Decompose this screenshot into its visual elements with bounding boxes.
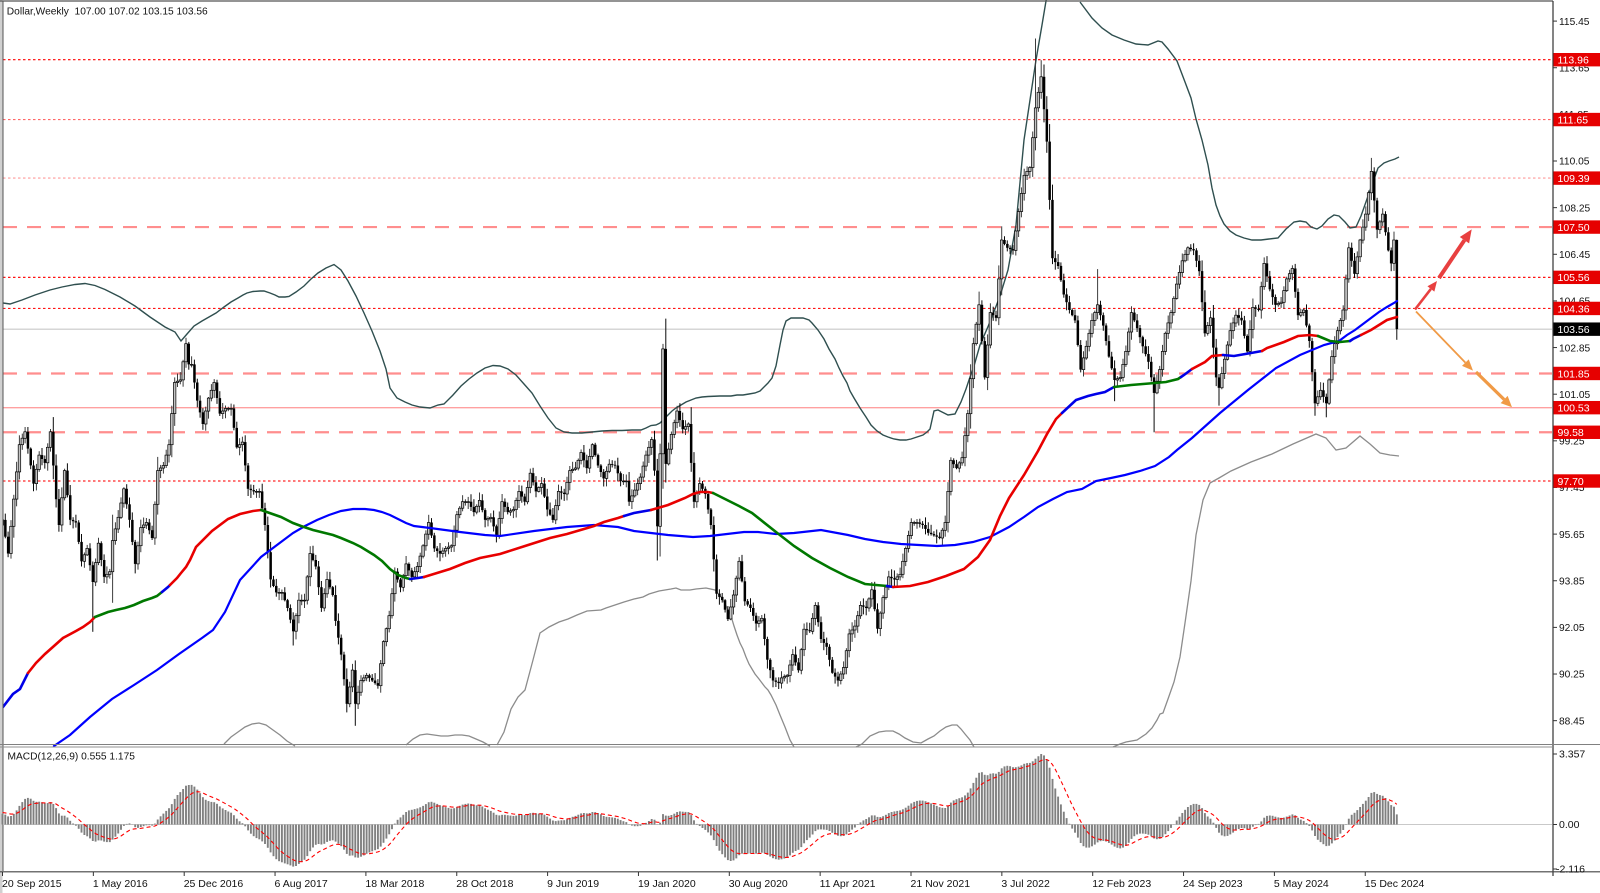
svg-text:88.45: 88.45 — [1559, 716, 1585, 727]
svg-text:115.45: 115.45 — [1559, 17, 1590, 28]
svg-text:Dollar,Weekly 107.00 107.02 1: Dollar,Weekly 107.00 107.02 103.15 103.5… — [7, 7, 208, 18]
svg-text:0.00: 0.00 — [1559, 819, 1580, 831]
svg-text:6 Aug 2017: 6 Aug 2017 — [275, 878, 328, 890]
svg-text:12 Feb 2023: 12 Feb 2023 — [1092, 878, 1151, 890]
svg-text:21 Nov 2021: 21 Nov 2021 — [911, 878, 971, 890]
svg-text:15 Dec 2024: 15 Dec 2024 — [1365, 878, 1425, 890]
svg-text:MACD(12,26,9) 0.555 1.175: MACD(12,26,9) 0.555 1.175 — [8, 752, 136, 763]
svg-text:103.56: 103.56 — [1558, 324, 1590, 336]
svg-text:101.85: 101.85 — [1558, 368, 1590, 380]
svg-text:92.05: 92.05 — [1559, 623, 1585, 634]
svg-text:102.85: 102.85 — [1559, 343, 1590, 354]
svg-text:20 Sep 2015: 20 Sep 2015 — [2, 878, 62, 890]
svg-text:104.36: 104.36 — [1558, 303, 1590, 315]
svg-text:100.53: 100.53 — [1558, 403, 1590, 415]
svg-text:113.96: 113.96 — [1558, 55, 1589, 67]
svg-text:28 Oct 2018: 28 Oct 2018 — [456, 878, 513, 890]
svg-text:19 Jan 2020: 19 Jan 2020 — [638, 878, 696, 890]
svg-text:1 May 2016: 1 May 2016 — [93, 878, 148, 890]
svg-text:105.56: 105.56 — [1558, 272, 1590, 284]
svg-text:97.70: 97.70 — [1558, 476, 1584, 488]
svg-text:107.50: 107.50 — [1558, 222, 1590, 234]
svg-text:18 Mar 2018: 18 Mar 2018 — [365, 878, 424, 890]
svg-text:95.65: 95.65 — [1559, 530, 1585, 541]
svg-text:99.25: 99.25 — [1559, 437, 1585, 448]
svg-text:9 Jun 2019: 9 Jun 2019 — [547, 878, 599, 890]
svg-text:97.45: 97.45 — [1559, 483, 1585, 494]
svg-text:3 Jul 2022: 3 Jul 2022 — [1001, 878, 1050, 890]
svg-text:-2.116: -2.116 — [1556, 864, 1585, 876]
svg-text:30 Aug 2020: 30 Aug 2020 — [729, 878, 788, 890]
svg-text:99.58: 99.58 — [1558, 427, 1584, 439]
svg-text:11 Apr 2021: 11 Apr 2021 — [820, 878, 876, 890]
svg-text:106.45: 106.45 — [1559, 250, 1590, 261]
svg-text:111.65: 111.65 — [1558, 114, 1589, 126]
svg-text:108.25: 108.25 — [1559, 203, 1590, 214]
svg-text:93.85: 93.85 — [1559, 576, 1585, 587]
svg-text:25 Dec 2016: 25 Dec 2016 — [184, 878, 244, 890]
svg-text:3.357: 3.357 — [1559, 749, 1585, 761]
svg-text:90.25: 90.25 — [1559, 670, 1585, 681]
svg-text:101.05: 101.05 — [1559, 390, 1590, 401]
svg-text:109.39: 109.39 — [1558, 173, 1590, 185]
svg-text:5 May 2024: 5 May 2024 — [1274, 878, 1329, 890]
svg-text:24 Sep 2023: 24 Sep 2023 — [1183, 878, 1243, 890]
svg-text:110.05: 110.05 — [1559, 157, 1590, 168]
svg-text:113.65: 113.65 — [1559, 63, 1590, 74]
